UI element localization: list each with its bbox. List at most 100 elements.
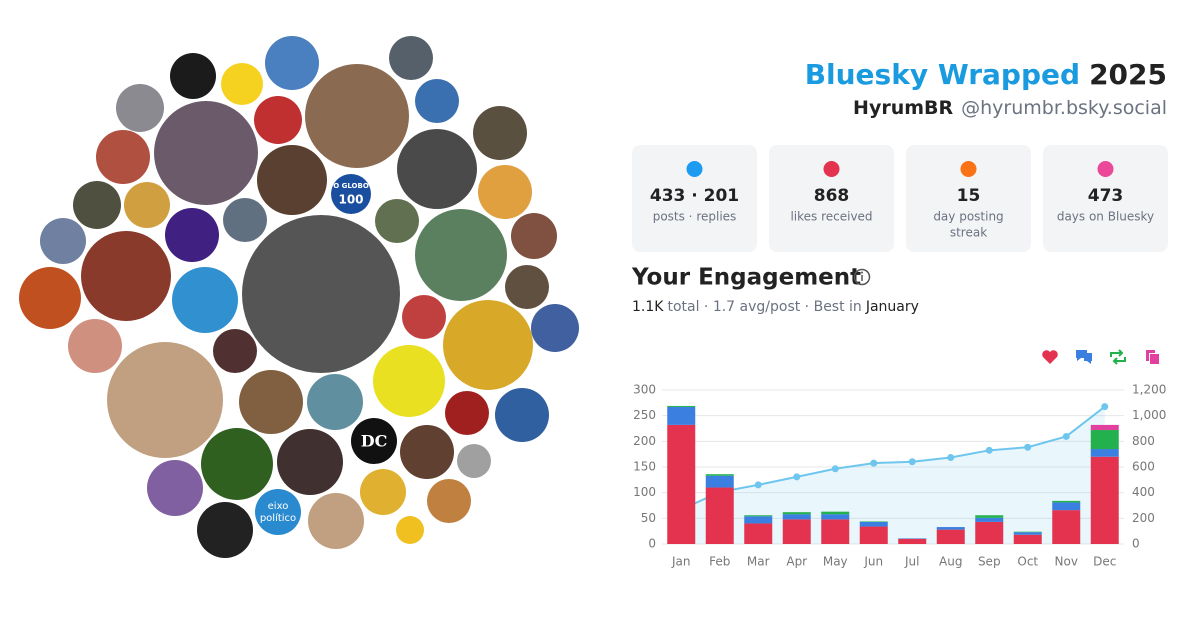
avatar xyxy=(415,209,507,301)
bar-segment xyxy=(1013,532,1042,535)
avatar-logo-text: eixo xyxy=(268,501,289,512)
line-point xyxy=(985,446,993,454)
line-point xyxy=(1062,432,1070,440)
avatar-logo-text: DC xyxy=(361,432,388,451)
avatar xyxy=(213,329,257,373)
bar-segment xyxy=(859,526,888,544)
legend-icon xyxy=(1076,350,1092,364)
avatar xyxy=(221,63,263,105)
stat-icon xyxy=(686,161,703,177)
y2-tick-label: 200 xyxy=(1132,511,1155,525)
bar-segment xyxy=(936,527,965,530)
y2-tick-label: 1,200 xyxy=(1132,383,1166,397)
stat-value: 15 xyxy=(957,186,981,206)
avatar xyxy=(531,304,579,352)
avatar xyxy=(96,130,150,184)
avatar xyxy=(197,502,253,558)
y-tick-label: 50 xyxy=(641,511,656,525)
x-tick-label: Nov xyxy=(1055,555,1078,569)
stat-icon xyxy=(1097,161,1114,177)
stat-card xyxy=(769,145,894,252)
stats: 433 · 201 posts · replies 868 likes receive… xyxy=(632,145,1168,252)
section-title: Your Engagement xyxy=(631,265,861,291)
avatar xyxy=(397,129,477,209)
avatar xyxy=(255,489,301,535)
stat-card xyxy=(906,145,1031,252)
bar-segment xyxy=(1090,424,1119,431)
stat-value: 868 xyxy=(814,186,850,206)
x-tick-label: Sep xyxy=(978,555,1001,569)
bar-segment xyxy=(1090,456,1119,544)
cumulative-line xyxy=(680,405,1106,511)
y-tick-label: 250 xyxy=(633,408,656,422)
legend-icon xyxy=(1042,350,1058,364)
avatar xyxy=(265,36,319,90)
bar-segment xyxy=(744,516,773,524)
avatar xyxy=(254,96,302,144)
avatar xyxy=(308,493,364,549)
avatar xyxy=(473,106,527,160)
title-brand: Bluesky Wrapped xyxy=(805,58,1080,91)
bar-segment xyxy=(821,514,850,520)
stat-label: likes received xyxy=(790,210,872,224)
avatar xyxy=(154,101,258,205)
avatar xyxy=(147,460,203,516)
bar-segment xyxy=(705,475,734,488)
bar-segment xyxy=(782,519,811,544)
y-tick-label: 150 xyxy=(633,460,656,474)
line-point xyxy=(831,465,839,473)
stat-value: 473 xyxy=(1088,186,1124,206)
avatar xyxy=(427,479,471,523)
y2-tick-label: 400 xyxy=(1132,485,1155,499)
avatar xyxy=(396,516,424,544)
line-point xyxy=(1101,403,1109,411)
stat-label: days on Bluesky xyxy=(1057,210,1154,224)
x-tick-label: Oct xyxy=(1017,555,1038,569)
bar-segment xyxy=(936,529,965,544)
legend-icon xyxy=(1110,349,1126,365)
x-tick-label: Jul xyxy=(904,555,919,569)
info-icon[interactable] xyxy=(853,268,871,286)
bar-segment xyxy=(975,515,1004,518)
x-tick-label: Jan xyxy=(671,555,691,569)
title-year: 2025 xyxy=(1089,58,1167,91)
avatar xyxy=(415,79,459,123)
x-tick-label: Jun xyxy=(863,555,883,569)
bar-segment xyxy=(859,521,888,527)
avatar xyxy=(165,208,219,262)
avatar xyxy=(242,215,400,373)
avatar xyxy=(107,342,223,458)
avatar xyxy=(116,84,164,132)
bar-segment xyxy=(744,515,773,517)
avatar xyxy=(170,53,216,99)
avatar xyxy=(505,265,549,309)
bar-segment xyxy=(1052,510,1081,544)
avatar xyxy=(305,64,409,168)
bar-segment xyxy=(821,519,850,544)
user-name: HyrumBR xyxy=(853,97,953,119)
avatar xyxy=(277,429,343,495)
avatar-logo-text: político xyxy=(260,512,296,524)
bar-segment xyxy=(782,514,811,520)
avatar xyxy=(478,165,532,219)
avatar xyxy=(360,469,406,515)
x-tick-label: May xyxy=(823,555,848,569)
avatar xyxy=(257,145,327,215)
avatar-logo-text: 100 xyxy=(338,193,363,207)
user-handle: @hyrumbr.bsky.social xyxy=(961,97,1167,119)
avatar xyxy=(389,36,433,80)
line-point xyxy=(1024,443,1032,451)
y-tick-label: 300 xyxy=(633,383,656,397)
bar-segment xyxy=(667,405,696,407)
title: Bluesky Wrapped 2025 xyxy=(805,58,1167,91)
x-tick-label: Mar xyxy=(747,555,770,569)
bar-segment xyxy=(1090,449,1119,457)
avatar xyxy=(73,181,121,229)
avatar xyxy=(351,418,397,464)
summary-text: total · 1.7 avg/post · Best in xyxy=(667,299,861,315)
stat-icon xyxy=(960,161,977,177)
bar-segment xyxy=(667,424,696,544)
line-point xyxy=(870,459,878,467)
